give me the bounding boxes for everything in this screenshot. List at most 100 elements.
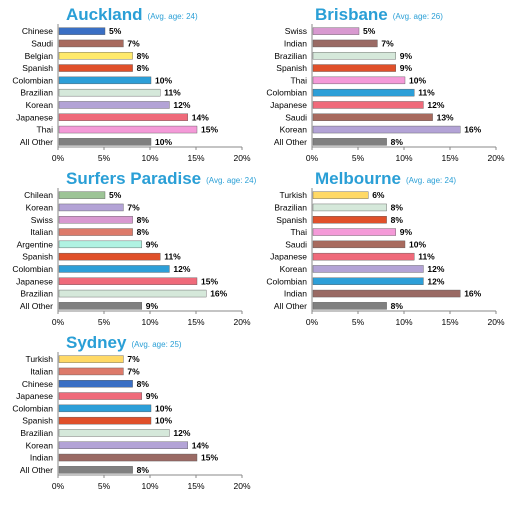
value-label: 10%	[155, 403, 172, 413]
value-label: 8%	[391, 301, 404, 311]
bar-saudi	[58, 39, 124, 48]
bar-all-other	[312, 138, 387, 146]
chart-subtitle: (Avg. age: 24)	[206, 176, 256, 185]
category-label: Korean	[280, 125, 308, 135]
chart-panel-brisbane: Brisbane (Avg. age: 26) Swiss 5% Indian 7% Bra…	[266, 5, 505, 163]
bar-all-other	[58, 138, 152, 146]
chart-panel-melbourne: Melbourne (Avg. age: 24) Turkish 6% Brazilia…	[266, 169, 505, 327]
value-label: 8%	[391, 202, 404, 212]
bar-japanese	[312, 101, 424, 109]
value-label: 11%	[418, 252, 435, 262]
category-label: Japanese	[270, 100, 307, 110]
x-tick-label: 5%	[98, 153, 111, 163]
x-tick-label: 0%	[52, 153, 65, 163]
category-label: Japanese	[16, 112, 53, 122]
value-label: 7%	[127, 366, 140, 376]
x-tick-label: 0%	[52, 317, 65, 327]
value-label: 9%	[400, 63, 413, 73]
value-label: 6%	[372, 190, 385, 200]
category-label: Japanese	[16, 276, 53, 286]
category-label: Spanish	[22, 63, 53, 73]
category-label: Indian	[284, 38, 307, 48]
bar-colombian	[58, 265, 170, 273]
bar-korean	[58, 101, 170, 109]
x-tick-label: 20%	[487, 317, 504, 327]
category-label: Thai	[290, 227, 307, 237]
chart-title: Brisbane	[315, 5, 388, 24]
bar-brazilian	[58, 88, 161, 97]
category-label: Saudi	[285, 112, 307, 122]
x-tick-label: 0%	[306, 317, 319, 327]
value-label: 12%	[173, 100, 190, 110]
category-label: Korean	[26, 202, 54, 212]
bar-japanese	[58, 113, 189, 121]
x-tick-label: 0%	[52, 481, 65, 491]
value-label: 9%	[400, 51, 413, 61]
bar-chinese	[58, 27, 106, 35]
bar-saudi	[312, 240, 406, 249]
category-label: Italian	[30, 366, 53, 376]
category-label: Spanish	[22, 252, 53, 262]
bar-colombian	[58, 76, 152, 85]
category-label: Brazilian	[274, 202, 307, 212]
bar-thai	[58, 125, 198, 134]
x-tick-label: 20%	[487, 153, 504, 163]
value-label: 10%	[409, 75, 426, 85]
value-label: 9%	[146, 301, 159, 311]
bar-saudi	[312, 113, 433, 121]
x-tick-label: 20%	[233, 153, 250, 163]
bar-korean	[58, 441, 189, 449]
value-label: 14%	[192, 112, 209, 122]
bar-japanese	[58, 277, 198, 285]
value-label: 5%	[109, 190, 122, 200]
value-label: 12%	[427, 276, 444, 286]
category-label: Thai	[290, 75, 307, 85]
x-tick-label: 10%	[141, 481, 158, 491]
category-label: Colombian	[12, 403, 53, 413]
value-label: 12%	[173, 264, 190, 274]
category-label: Korean	[26, 440, 54, 450]
category-label: Saudi	[285, 239, 307, 249]
x-tick-label: 5%	[352, 153, 365, 163]
bar-indian	[312, 39, 378, 48]
value-label: 8%	[137, 215, 150, 225]
bar-all-other	[312, 302, 387, 310]
value-label: 12%	[427, 264, 444, 274]
x-tick-label: 10%	[141, 153, 158, 163]
category-label: All Other	[20, 301, 53, 311]
chart-subtitle: (Avg. age: 26)	[393, 12, 443, 21]
bar-spanish	[312, 64, 397, 72]
chart-title: Sydney	[66, 333, 127, 352]
bar-spanish	[58, 64, 133, 72]
bar-brazilian	[58, 429, 170, 437]
bar-spanish	[312, 216, 387, 224]
category-label: Chinese	[22, 379, 53, 389]
value-label: 13%	[437, 112, 454, 122]
category-label: Japanese	[16, 391, 53, 401]
bar-all-other	[58, 466, 133, 474]
chart-subtitle: (Avg. age: 24)	[406, 176, 456, 185]
value-label: 7%	[127, 354, 140, 364]
x-tick-label: 0%	[306, 153, 319, 163]
category-label: Colombian	[12, 75, 53, 85]
value-label: 8%	[137, 379, 150, 389]
bar-swiss	[58, 216, 133, 224]
category-label: Colombian	[266, 276, 307, 286]
category-label: Spanish	[276, 63, 307, 73]
value-label: 8%	[137, 465, 150, 475]
category-label: Spanish	[22, 416, 53, 426]
category-label: Italian	[30, 227, 53, 237]
x-tick-label: 15%	[187, 153, 204, 163]
value-label: 16%	[210, 289, 227, 299]
bar-chilean	[58, 191, 106, 199]
category-label: Chilean	[24, 190, 53, 200]
category-label: Spanish	[276, 215, 307, 225]
value-label: 7%	[127, 38, 140, 48]
category-label: All Other	[274, 301, 307, 311]
category-label: Indian	[30, 453, 53, 463]
category-label: Chinese	[22, 26, 53, 36]
category-label: Belgian	[25, 51, 54, 61]
value-label: 11%	[164, 252, 181, 262]
x-tick-label: 15%	[441, 153, 458, 163]
x-tick-label: 10%	[395, 317, 412, 327]
